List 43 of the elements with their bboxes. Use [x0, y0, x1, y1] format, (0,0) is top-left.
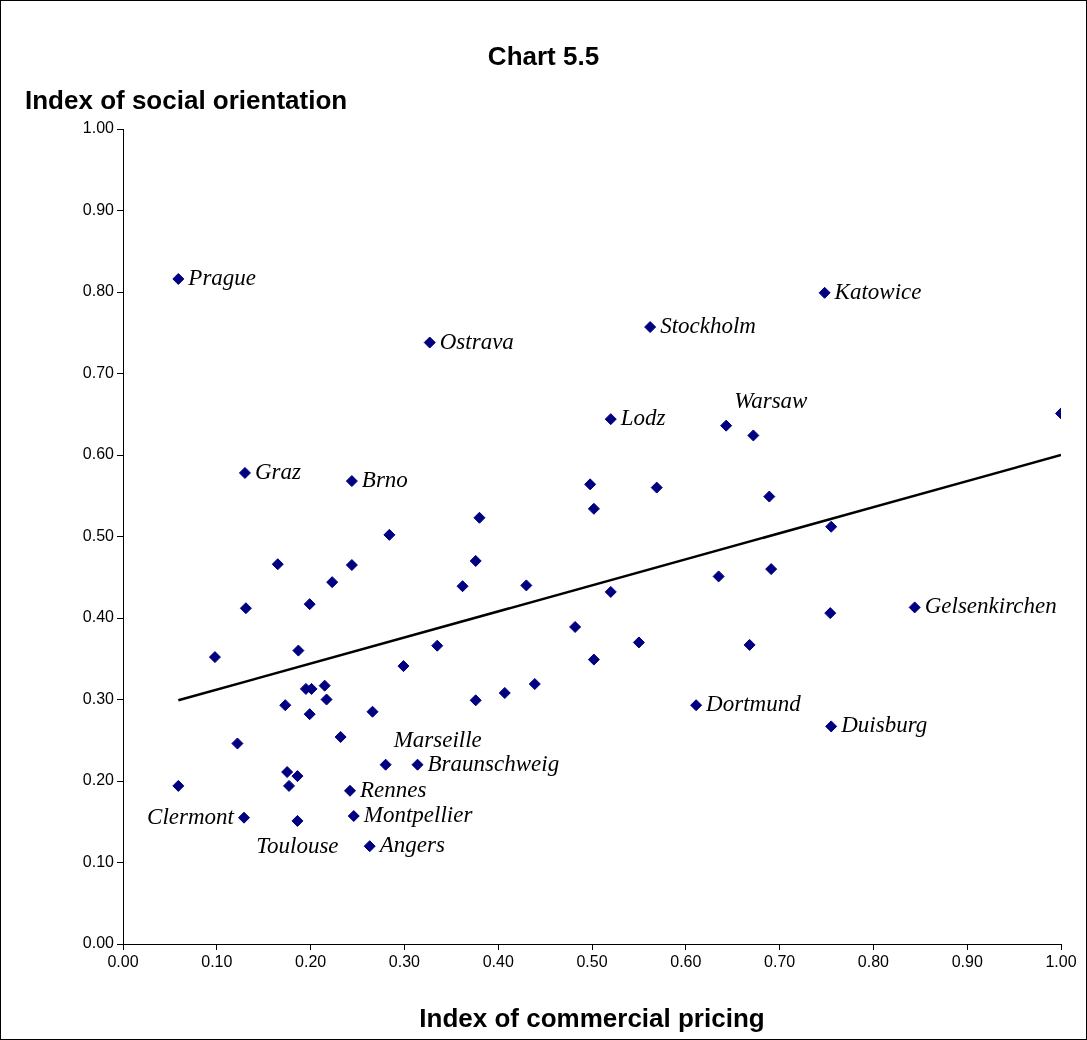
annotation: Rennes	[359, 776, 427, 802]
x-tick-label: 0.90	[951, 953, 983, 971]
y-tick-label: 0.10	[82, 852, 115, 870]
annotation: Warsaw	[734, 387, 809, 413]
x-tick-label: 0.30	[388, 953, 421, 971]
y-tick-label: 0.70	[82, 363, 115, 381]
x-axis-title: Index of commercial pricing	[419, 1002, 765, 1033]
annotation: Gelsenkirchen	[924, 593, 1057, 619]
x-tick-label: 0.40	[482, 953, 514, 971]
y-tick-label: 0.60	[82, 445, 115, 463]
y-tick-label: 0.00	[82, 934, 115, 952]
x-tick-label: 0.00	[107, 953, 139, 971]
annotation: Montpellier	[362, 802, 474, 828]
y-tick-label: 0.90	[82, 200, 115, 218]
annotation: Ostrava	[439, 328, 514, 354]
x-tick-label: 0.80	[857, 953, 890, 971]
y-tick-label: 0.50	[82, 526, 115, 544]
y-tick-label: 1.00	[82, 119, 115, 137]
y-tick-label: 0.20	[82, 771, 115, 789]
annotation: Toulouse	[256, 832, 339, 858]
x-tick-label: 0.70	[764, 953, 796, 971]
chart-title: Chart 5.5	[486, 41, 601, 72]
annotation: Stockholm	[660, 313, 756, 339]
annotation: Marseille	[392, 726, 482, 752]
y-tick-label: 0.40	[82, 608, 115, 626]
x-tick-label: 0.20	[295, 953, 327, 971]
y-tick-label: 0.80	[82, 282, 115, 300]
x-tick-label: 0.50	[576, 953, 608, 971]
x-tick-label: 1.00	[1045, 953, 1077, 971]
annotation: Katowice	[833, 278, 922, 304]
annotation: Braunschweig	[427, 750, 560, 776]
annotation: Lodz	[619, 405, 666, 431]
y-tick-label: 0.30	[82, 689, 115, 707]
x-tick-label: 0.60	[670, 953, 702, 971]
x-tick-label: 0.10	[201, 953, 233, 971]
annotation: Angers	[377, 832, 445, 858]
y-axis-title: Index of social orientation	[25, 85, 348, 116]
annotation: Clermont	[147, 803, 235, 829]
annotation: Duisburg	[840, 712, 928, 738]
annotation: Dortmund	[705, 691, 802, 717]
annotation: Graz	[254, 458, 301, 484]
annotation: Brno	[361, 467, 408, 493]
annotation: Prague	[187, 265, 257, 291]
